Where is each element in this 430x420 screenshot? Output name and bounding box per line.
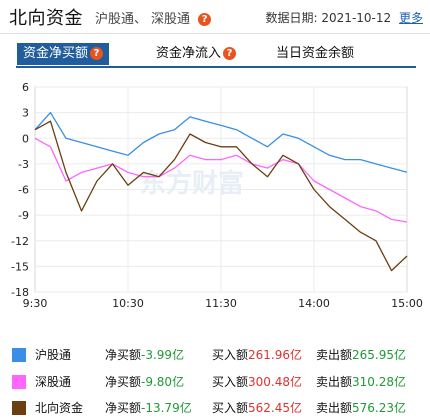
sell-amount: 卖出额310.28亿 (316, 370, 406, 394)
sell-amount: 卖出额265.95亿 (316, 343, 406, 367)
buy-amount: 买入额300.48亿 (212, 370, 302, 394)
more-link[interactable]: 更多 (398, 11, 423, 25)
net-buy: 净买额-3.99亿 (105, 343, 184, 367)
tab-balance-label: 当日资金余额 (276, 46, 355, 61)
north-bound-chart: 东方财富 6 3 0 -3 -6 -9 -12 -15 -18 9:30 10:30 11:30 14… (11, 81, 423, 310)
buy-label: 买入额 (212, 375, 249, 389)
help-icon[interactable]: ? (223, 47, 237, 60)
y-axis-ticks: 6 3 0 -3 -6 -9 -12 -15 -18 (11, 81, 29, 299)
x-tick-label: 15:00 (391, 297, 423, 310)
chart-watermark: 东方财富 (140, 168, 244, 199)
tab-net-inflow[interactable]: 资金净流入? (150, 43, 242, 65)
date-label: 数据日期: (265, 11, 318, 25)
sell-label: 卖出额 (316, 348, 353, 362)
net-buy-value: -9.80亿 (141, 375, 185, 389)
x-tick-label: 9:30 (23, 297, 48, 310)
sell-value: 576.23亿 (352, 401, 407, 415)
date-value: 2021-10-12 (321, 11, 392, 25)
buy-value: 261.96亿 (248, 348, 303, 362)
sell-label: 卖出额 (316, 401, 353, 415)
legend-row-hgt: 沪股通 净买额-3.99亿 买入额261.96亿 卖出额265.95亿 (0, 343, 430, 367)
legend-name: 深股通 (35, 375, 72, 389)
color-swatch (12, 348, 26, 362)
sell-value: 265.95亿 (352, 348, 407, 362)
chart-series (34, 111, 408, 272)
x-tick-label: 14:00 (298, 297, 330, 310)
net-buy-label: 净买额 (105, 375, 142, 389)
net-buy-label: 净买额 (105, 348, 142, 362)
x-tick-label: 10:30 (112, 297, 144, 310)
tab-net-buy-label: 资金净买额 (23, 46, 89, 61)
buy-label: 买入额 (212, 348, 249, 362)
legend-name: 沪股通 (35, 348, 72, 362)
net-buy-value: -13.79亿 (141, 401, 192, 415)
buy-amount: 买入额261.96亿 (212, 343, 302, 367)
sub-tab-sgt[interactable]: 深股通 (151, 12, 191, 27)
series-line-bx (34, 120, 408, 272)
y-tick-label: -3 (18, 158, 29, 171)
y-tick-label: -18 (11, 286, 29, 299)
buy-value: 562.45亿 (248, 401, 303, 415)
y-tick-label: 0 (22, 132, 29, 145)
y-tick-label: 6 (22, 81, 29, 94)
tab-net-buy[interactable]: 资金净买额? (17, 43, 110, 65)
sell-label: 卖出额 (316, 375, 353, 389)
page-header: 北向资金 沪股通、 深股通 ? 数据日期: 2021-10-12 更多 (0, 0, 430, 34)
y-tick-label: -6 (18, 184, 29, 197)
legend-row-sgt: 深股通 净买额-9.80亿 买入额300.48亿 卖出额310.28亿 (0, 370, 430, 394)
legend-name: 北向资金 (35, 401, 84, 415)
page-title: 北向资金 (9, 8, 83, 29)
sub-tab-hgt-sgt[interactable]: 沪股通、 (95, 12, 148, 27)
sub-tab-group: 沪股通、 深股通 ? (95, 8, 215, 27)
buy-amount: 买入额562.45亿 (212, 396, 302, 420)
color-swatch (12, 375, 26, 389)
tab-underline (16, 66, 416, 68)
x-axis-ticks: 9:30 10:30 11:30 14:00 15:00 (23, 297, 423, 310)
net-buy: 净买额-9.80亿 (105, 370, 184, 394)
buy-label: 买入额 (212, 401, 249, 415)
tab-balance[interactable]: 当日资金余额 (270, 43, 360, 65)
buy-value: 300.48亿 (248, 375, 303, 389)
x-tick-label: 11:30 (205, 297, 237, 310)
data-date: 数据日期: 2021-10-12 更多 (266, 9, 423, 26)
tab-net-inflow-label: 资金净流入 (156, 46, 222, 61)
color-swatch (12, 401, 26, 415)
sell-amount: 卖出额576.23亿 (316, 396, 406, 420)
series-line-sgt (34, 137, 408, 223)
series-line-hgt (34, 111, 408, 173)
sell-value: 310.28亿 (352, 375, 407, 389)
legend-row-bx: 北向资金 净买额-13.79亿 买入额562.45亿 卖出额576.23亿 (0, 396, 430, 420)
y-tick-label: -9 (18, 209, 29, 222)
net-buy: 净买额-13.79亿 (105, 396, 192, 420)
tab-bar: 资金净买额? 资金净流入? 当日资金余额 (0, 43, 430, 67)
y-tick-label: -12 (11, 235, 29, 248)
y-tick-label: -15 (11, 260, 29, 273)
y-tick-label: 3 (22, 107, 29, 120)
help-icon[interactable]: ? (198, 13, 212, 26)
help-icon[interactable]: ? (90, 47, 104, 60)
net-buy-value: -3.99亿 (141, 348, 185, 362)
net-buy-label: 净买额 (105, 401, 142, 415)
